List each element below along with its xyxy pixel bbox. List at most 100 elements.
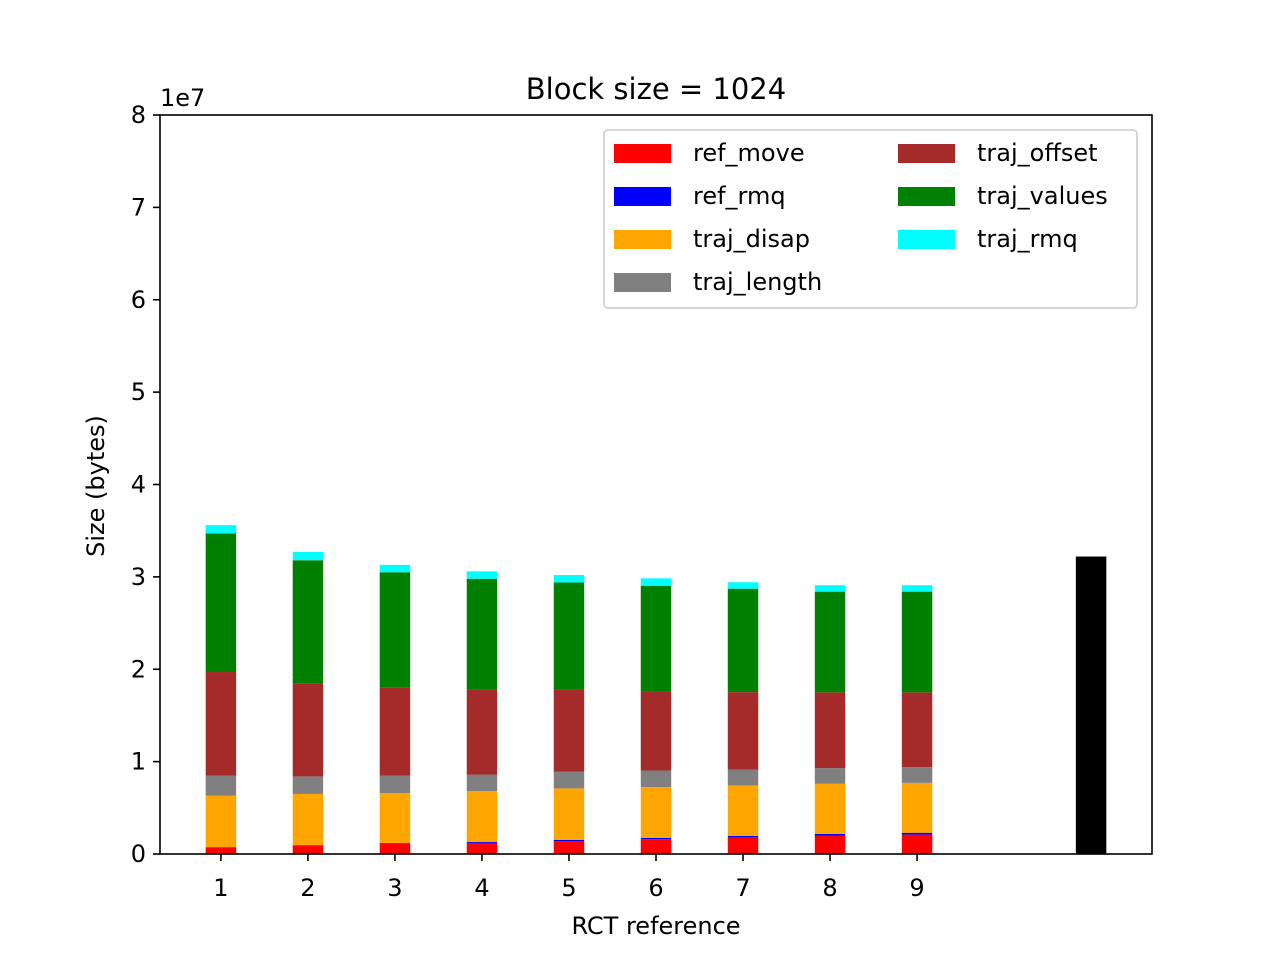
bar-traj_rmq-9 [901,585,933,592]
bar-traj_rmq-5 [553,575,585,583]
bar-ref_rmq-5 [553,839,585,842]
bar-traj_rmq-8 [814,585,846,592]
bar-ref_rmq-6 [640,837,672,840]
bar-traj_offset-7 [727,692,759,770]
bar-ref_move-1 [205,847,237,854]
legend-swatch-ref_rmq [614,187,671,206]
bar-traj_length-6 [640,770,672,788]
bar-traj_offset-3 [379,687,411,776]
bar-traj_length-5 [553,771,585,789]
bar-traj_length-9 [901,767,933,783]
bar-traj_length-7 [727,769,759,786]
bar-traj_values-6 [640,585,672,692]
bar-traj_values-8 [814,591,846,693]
x-tick-label-1: 1 [213,874,228,902]
y-tick-label-8: 8 [131,101,146,129]
bar-ref_move-8 [814,835,846,854]
plot-frame [159,114,1153,855]
bar-traj_values-3 [379,572,411,688]
bar-ref_move-3 [379,843,411,854]
bar-ref_move-9 [901,834,933,854]
x-axis-label: RCT reference [571,912,740,940]
x-tick-label-3: 3 [387,874,402,902]
legend-label-ref_rmq: ref_rmq [693,182,786,210]
legend-label-ref_move: ref_move [693,139,805,167]
bar-traj_offset-1 [205,672,237,776]
bar-traj_length-3 [379,775,411,794]
x-tick-label-8: 8 [822,874,837,902]
bar-traj_disap-3 [379,793,411,844]
legend: ref_move ref_rmq traj_disap traj_length traj… [603,129,1138,309]
bar-traj_disap-8 [814,783,846,834]
bar-traj_length-2 [292,776,324,794]
y-tick-label-1: 1 [131,748,146,776]
legend-swatch-traj_disap [614,230,671,249]
bar-ref_rmq-7 [727,835,759,838]
y-tick-label-0: 0 [131,840,146,868]
x-tick-label-9: 9 [909,874,924,902]
bar-traj_disap-6 [640,787,672,838]
legend-label-traj_rmq: traj_rmq [977,225,1078,253]
bar-traj_rmq-1 [205,525,237,534]
x-tick-label-7: 7 [735,874,750,902]
bar-traj_values-4 [466,578,498,690]
bar-traj_length-1 [205,775,237,796]
x-tick-label-4: 4 [474,874,489,902]
y-tick-label-3: 3 [131,563,146,591]
bar-traj_offset-9 [901,692,933,768]
bar-traj_rmq-4 [466,571,498,579]
bar-traj_rmq-7 [727,582,759,589]
x-tick-label-6: 6 [648,874,663,902]
bar-ref_move-4 [466,842,498,854]
legend-swatch-traj_length [614,273,671,292]
bars-group [205,525,1107,854]
bar-traj_offset-8 [814,692,846,769]
bar-ref_rmq-3 [379,843,411,844]
legend-swatch-traj_rmq [898,230,955,249]
bar-traj_disap-7 [727,785,759,836]
y-axis-ticks: 0 1 2 3 4 5 6 7 8 [131,101,160,868]
y-tick-label-6: 6 [131,286,146,314]
bar-ref_move-2 [292,845,324,854]
chart-title: Block size = 1024 [526,72,786,106]
bar-traj_values-2 [292,560,324,684]
bar-traj_rmq-3 [379,564,411,573]
bar-traj_length-4 [466,774,498,792]
bar-traj_values-1 [205,533,237,673]
y-tick-label-7: 7 [131,193,146,221]
bar-ref_rmq-4 [466,841,498,843]
bar-ref_rmq-2 [292,845,324,846]
bar-traj_offset-4 [466,689,498,775]
legend-swatch-traj_values [898,187,955,206]
bar-traj_disap-4 [466,791,498,842]
bar-traj_offset-6 [640,691,672,771]
x-axis-ticks: 1 2 3 4 5 6 7 8 9 [213,854,925,902]
y-tick-label-4: 4 [131,471,146,499]
bar-ref_rmq-9 [901,832,933,835]
legend-label-traj_disap: traj_disap [693,225,810,253]
bar-traj_rmq-6 [640,578,672,586]
bar-ref_rmq-8 [814,833,846,836]
bar-traj_rmq-2 [292,551,324,561]
legend-label-traj_values: traj_values [977,182,1108,210]
bar-traj_disap-5 [553,788,585,840]
y-axis-label: Size (bytes) [82,415,110,557]
y-tick-label-2: 2 [131,655,146,683]
x-tick-label-5: 5 [561,874,576,902]
bar-traj_offset-2 [292,683,324,777]
y-axis-offset-label: 1e7 [160,84,205,112]
legend-label-traj_offset: traj_offset [977,139,1098,167]
bar-ref_move-7 [727,837,759,854]
reference-bar [1075,556,1107,854]
bar-traj_disap-9 [901,782,933,833]
legend-swatch-ref_move [614,144,671,163]
legend-label-traj_length: traj_length [693,268,822,296]
bar-traj_disap-1 [205,795,237,848]
bar-ref_move-5 [553,841,585,854]
bar-traj_offset-5 [553,689,585,772]
bar-traj_values-5 [553,582,585,690]
x-tick-label-2: 2 [300,874,315,902]
legend-box [603,129,1138,309]
bar-traj_disap-2 [292,793,324,846]
bar-traj_length-8 [814,768,846,784]
